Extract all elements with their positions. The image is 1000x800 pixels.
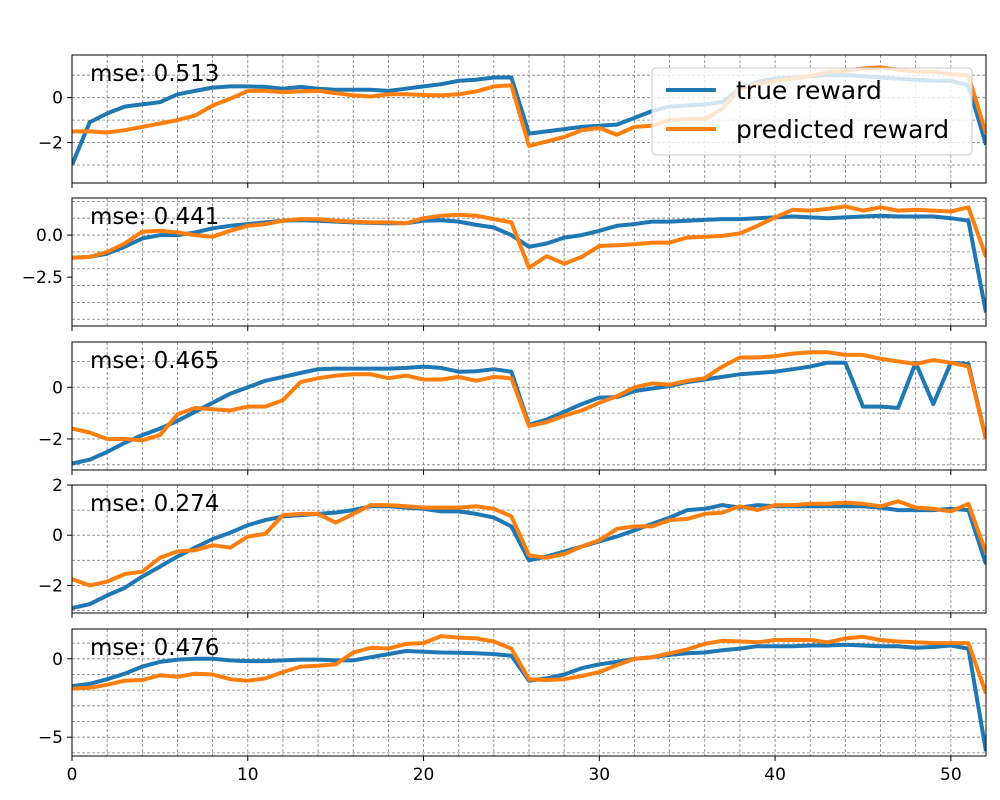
y-tick-label: −2 (38, 430, 63, 450)
legend: true reward predicted reward (651, 67, 973, 156)
y-tick-label: 0 (52, 650, 63, 670)
series-line-true-reward (72, 503, 986, 610)
y-tick-label: 0 (52, 526, 63, 546)
x-tick-label: 40 (764, 765, 786, 785)
y-tick-label: 2 (52, 476, 63, 496)
series-line-predicted-reward (72, 350, 986, 443)
legend-box (651, 67, 973, 156)
y-tick-label: −5 (38, 728, 63, 748)
x-tick-label: 50 (940, 765, 962, 785)
mse-annotation: mse: 0.274 (90, 491, 219, 517)
legend-label-predicted-reward: predicted reward (736, 115, 949, 144)
series-line-predicted-reward (72, 204, 986, 270)
panel-4: −2 0 2 mse: 0.274 (38, 476, 987, 618)
panel-3: −2 0 mse: 0.465 (38, 341, 987, 475)
x-tick-label: 10 (237, 765, 259, 785)
mse-annotation: mse: 0.513 (90, 61, 219, 87)
mse-annotation: mse: 0.465 (90, 348, 219, 374)
series-line-predicted-reward (72, 634, 986, 694)
axes-frame (71, 197, 987, 327)
axes-frame (71, 628, 987, 757)
panel-2: −2.5 0.0 mse: 0.441 (22, 197, 987, 331)
series-line-true-reward (72, 213, 986, 313)
y-tick-label: −2 (38, 134, 63, 154)
x-tick-label: 0 (67, 765, 78, 785)
x-tick-label: 30 (588, 765, 610, 785)
y-tick-label: 0 (52, 89, 63, 109)
legend-label-true-reward: true reward (736, 76, 882, 105)
y-tick-label: 0.0 (36, 226, 63, 246)
axes-frame (71, 341, 987, 471)
series-line-predicted-reward (72, 499, 986, 588)
y-tick-label: 0 (52, 378, 63, 398)
mse-annotation: mse: 0.476 (90, 635, 219, 661)
axes-frame (71, 54, 987, 184)
mse-annotation: mse: 0.441 (90, 204, 219, 230)
axes-frame (71, 484, 987, 614)
y-tick-label: −2 (38, 576, 63, 596)
y-tick-label: −2.5 (22, 268, 63, 288)
subplot-stack: −2 0 mse: 0.513 −2.5 0.0 mse: 0.441 −2 0 mse: 0.… (22, 54, 987, 785)
x-tick-label: 20 (413, 765, 435, 785)
